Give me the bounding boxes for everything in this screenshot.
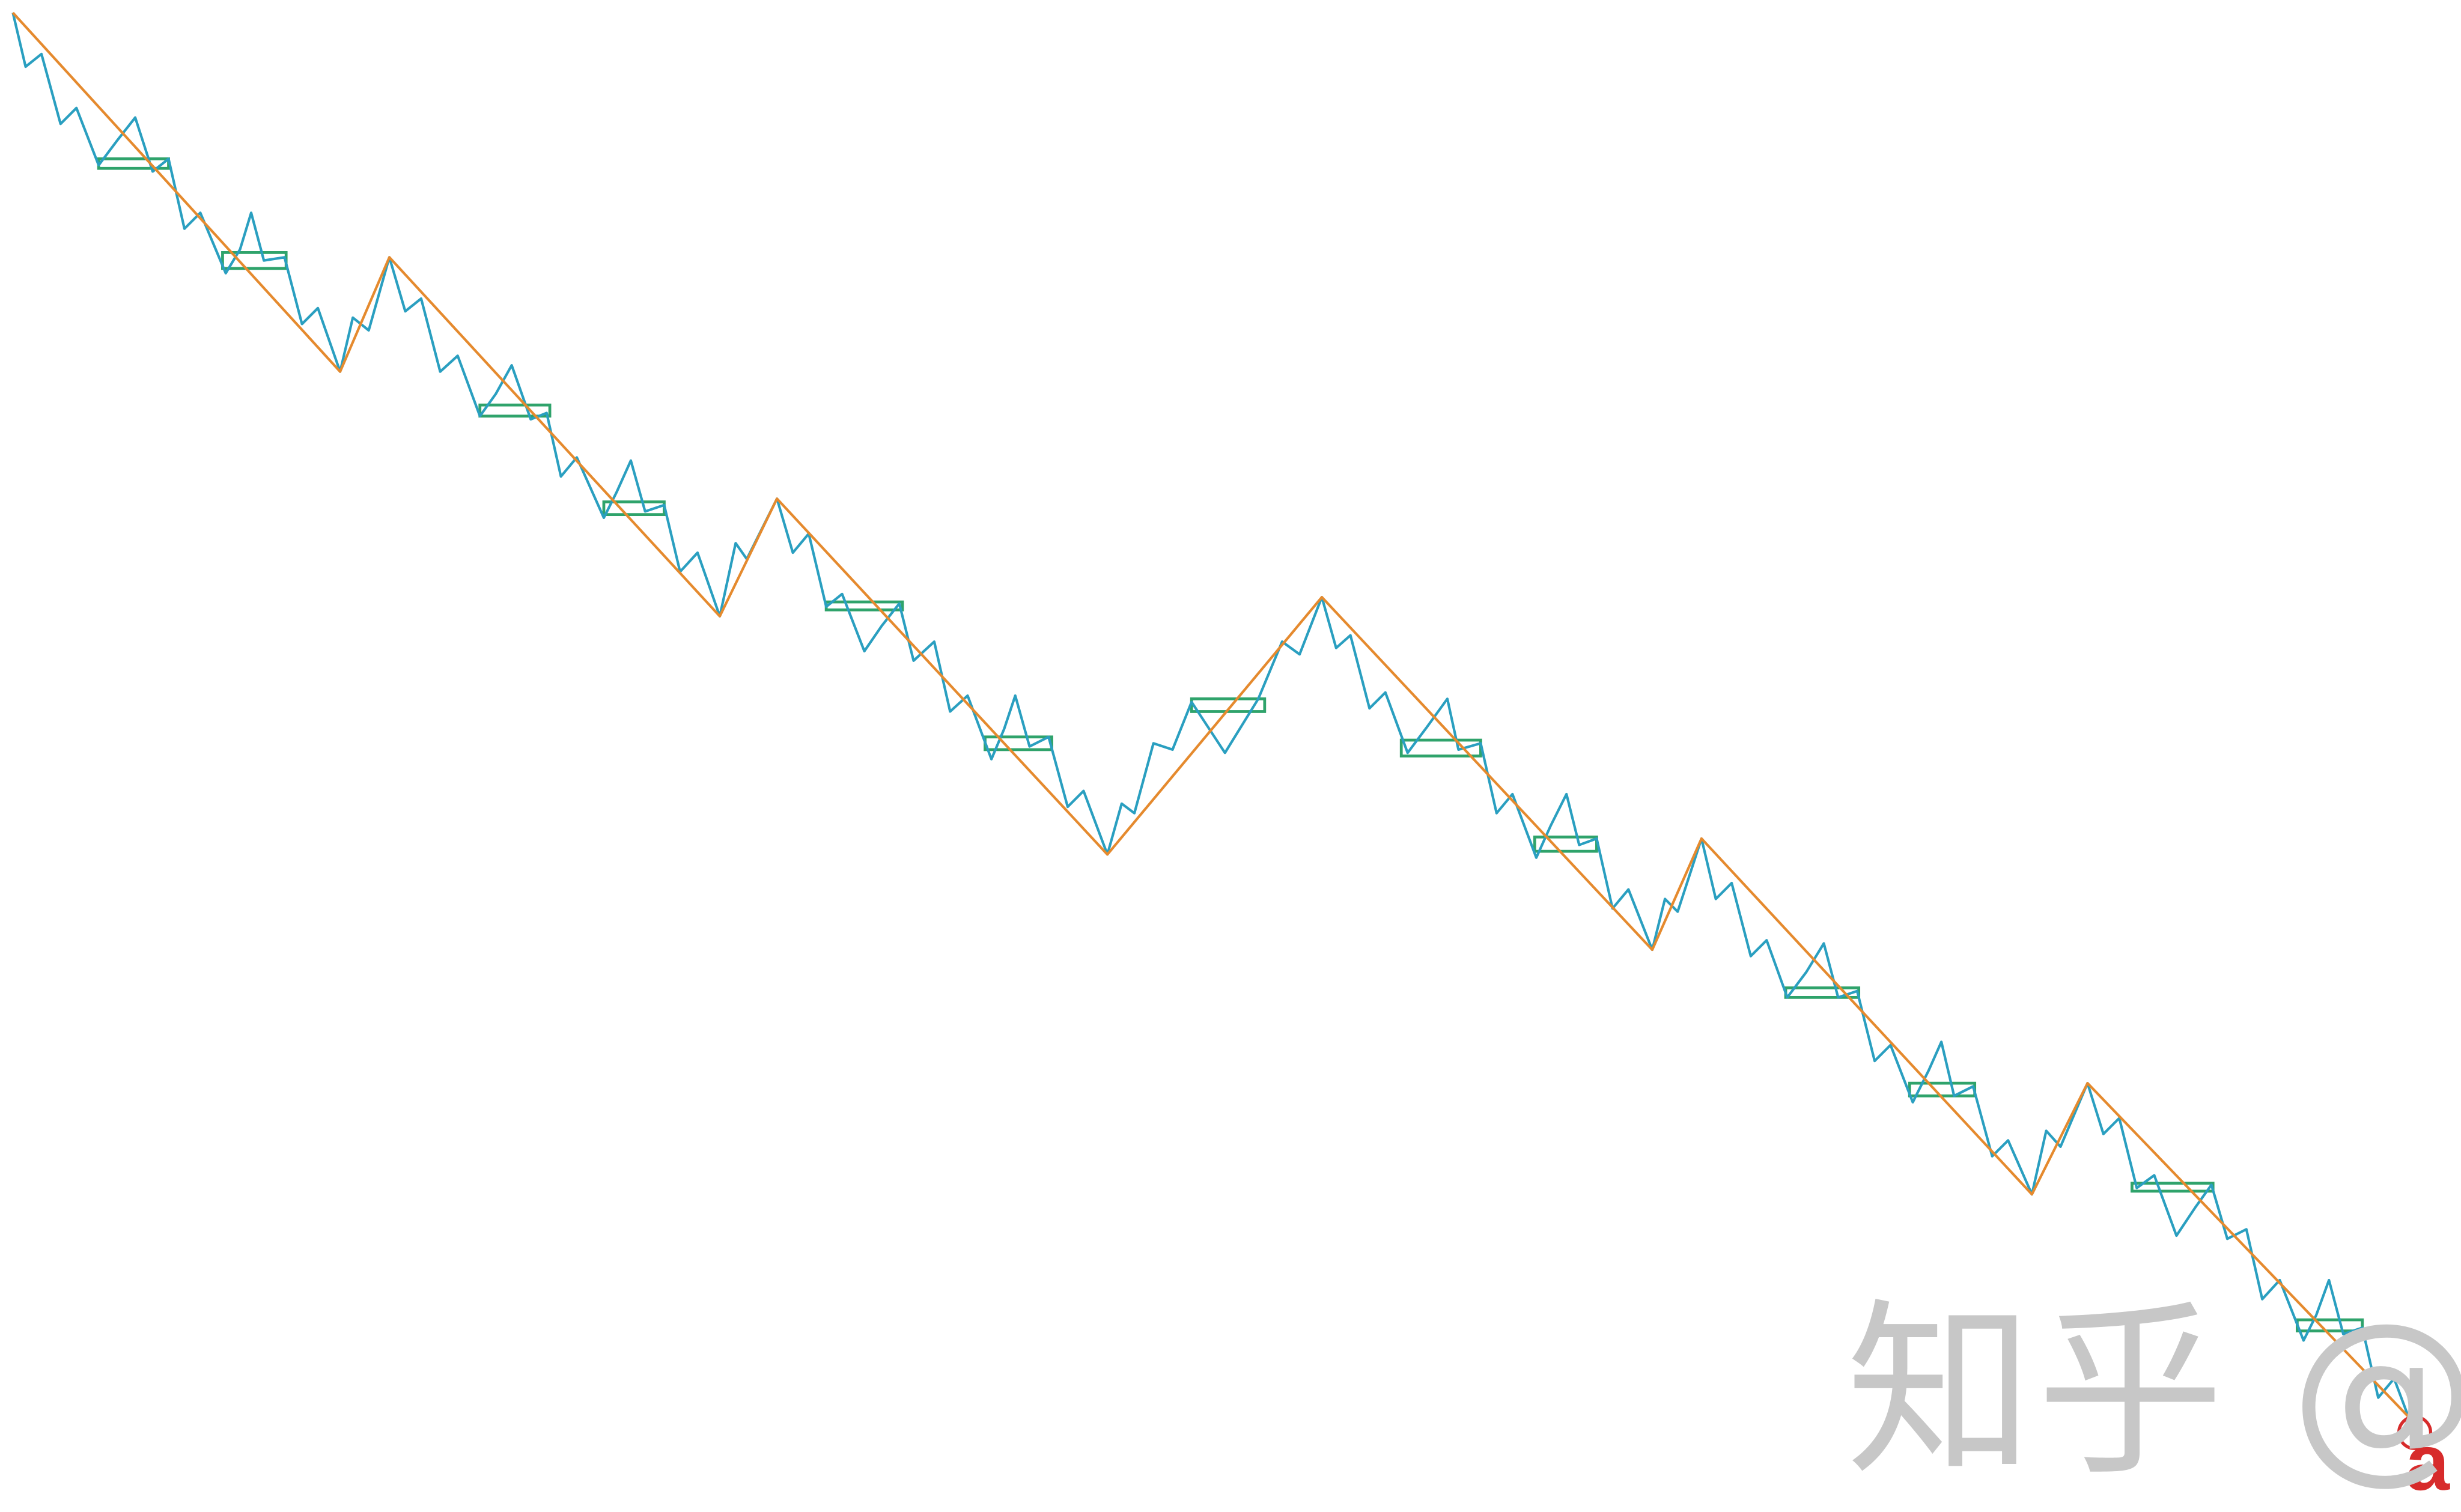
marker-label: a [2405,1418,2450,1507]
watermark: 知乎 @Yule Chen [1846,1282,2461,1501]
fine-price-line [11,12,2410,1418]
pivot-box-3 [478,403,552,418]
pivot-box-5 [824,600,904,612]
pivot-box-12 [2131,1182,2215,1193]
end-marker-circle [2397,1415,2433,1450]
trend-line [11,11,2409,1418]
